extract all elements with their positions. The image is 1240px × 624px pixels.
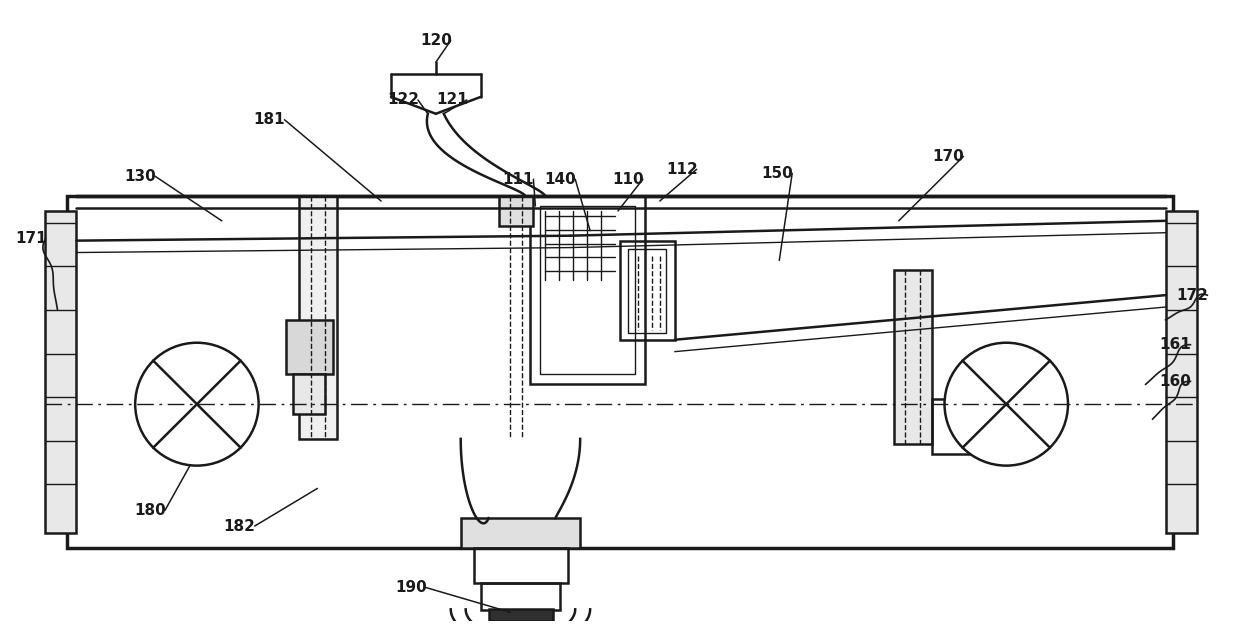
Bar	[627, 248, 666, 333]
Text: 180: 180	[134, 503, 166, 518]
Text: 122: 122	[387, 92, 419, 107]
Bar	[620, 241, 675, 339]
Bar	[45, 211, 77, 533]
Bar	[894, 270, 931, 444]
Bar	[285, 320, 334, 374]
Bar	[294, 374, 325, 414]
Bar	[931, 399, 976, 454]
Text: 112: 112	[666, 162, 698, 177]
Text: 110: 110	[613, 172, 644, 187]
Bar	[461, 518, 580, 548]
Bar	[489, 609, 553, 622]
Circle shape	[945, 343, 1068, 466]
Text: 190: 190	[396, 580, 427, 595]
Text: 140: 140	[544, 172, 577, 187]
Text: 111: 111	[502, 172, 534, 187]
Text: 170: 170	[932, 149, 965, 164]
Text: 150: 150	[761, 166, 794, 181]
Bar	[474, 548, 568, 583]
Bar	[498, 196, 533, 226]
Bar	[541, 206, 635, 374]
Text: 130: 130	[124, 168, 156, 183]
Text: 182: 182	[223, 519, 255, 534]
Text: 181: 181	[254, 112, 285, 127]
Text: 120: 120	[420, 33, 451, 48]
Text: 121: 121	[436, 92, 467, 107]
Bar	[1166, 211, 1198, 533]
Bar	[67, 196, 1173, 548]
Bar	[299, 196, 337, 439]
Bar	[531, 196, 645, 384]
Text: 171: 171	[15, 231, 46, 246]
Circle shape	[135, 343, 259, 466]
Text: 172: 172	[1177, 288, 1208, 303]
Text: 160: 160	[1159, 374, 1192, 389]
Bar	[481, 583, 560, 610]
Text: 161: 161	[1159, 337, 1192, 352]
